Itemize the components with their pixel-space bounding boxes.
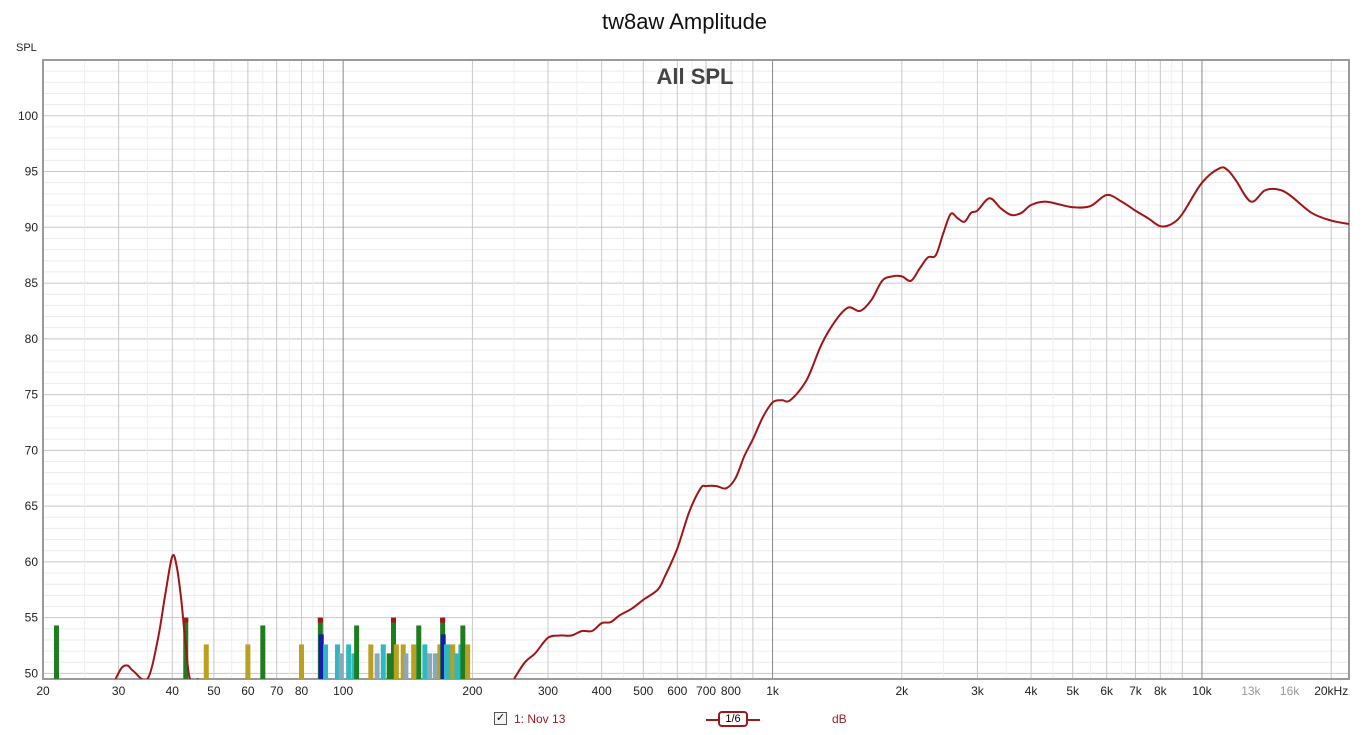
data-bar: [400, 644, 406, 679]
x-tick-label: 4k: [1025, 684, 1039, 698]
x-tick-label: 50: [207, 684, 221, 698]
data-bar: [450, 644, 456, 679]
data-bar: [53, 625, 59, 679]
data-bar: [454, 653, 460, 679]
series-line: [513, 166, 1349, 679]
y-tick-label: 80: [25, 332, 39, 346]
chart-subtitle: All SPL: [656, 64, 733, 89]
data-bar: [447, 644, 453, 679]
y-tick-label: 90: [25, 220, 39, 234]
x-tick-label: 16k: [1280, 684, 1300, 698]
y-tick-label: 55: [25, 611, 39, 625]
x-tick-label: 100: [333, 684, 353, 698]
y-tick-label: 75: [25, 388, 39, 402]
x-tick-label: 40: [166, 684, 180, 698]
data-bar-cap: [440, 617, 446, 623]
data-bar: [443, 644, 449, 679]
y-tick-label: 60: [25, 555, 39, 569]
data-bar: [334, 644, 340, 679]
data-bar-cap: [183, 617, 189, 623]
x-tick-label: 300: [538, 684, 558, 698]
y-tick-label: 50: [25, 666, 39, 680]
y-tick-label: 100: [18, 109, 38, 123]
x-tick-label: 1k: [766, 684, 780, 698]
legend-series-label[interactable]: 1: Nov 13: [514, 712, 566, 726]
x-tick-label: 6k: [1100, 684, 1114, 698]
y-tick-label: 65: [25, 499, 39, 513]
x-tick-label: 30: [112, 684, 126, 698]
y-tick-label: 70: [25, 443, 39, 457]
data-bar: [260, 625, 266, 679]
x-tick-label: 400: [592, 684, 612, 698]
x-tick-label: 800: [721, 684, 741, 698]
data-bar: [374, 653, 380, 679]
x-tick-label: 700: [696, 684, 716, 698]
y-tick-label: 85: [25, 276, 39, 290]
x-tick-label: 80: [295, 684, 309, 698]
data-bar: [386, 653, 392, 679]
data-bar: [460, 625, 466, 679]
smoothing-value[interactable]: 1/6: [718, 711, 748, 727]
data-bar-cap: [317, 617, 323, 623]
plot-frame: [42, 59, 1350, 680]
x-tick-label: 10k: [1192, 684, 1212, 698]
data-bar: [245, 644, 251, 679]
x-tick-label: 60: [241, 684, 255, 698]
data-bar: [411, 644, 417, 679]
x-tick-label: 70: [270, 684, 284, 698]
data-bar: [380, 644, 386, 679]
series-line: [114, 554, 199, 679]
data-bar: [368, 644, 374, 679]
x-tick-label: 500: [633, 684, 653, 698]
unit-label: dB: [832, 712, 847, 726]
data-bar: [323, 644, 329, 679]
x-tick-label: 13k: [1241, 684, 1261, 698]
data-bar: [432, 653, 438, 679]
data-bar-cap: [391, 617, 397, 623]
data-bar: [403, 653, 409, 679]
x-tick-label: 20: [36, 684, 50, 698]
data-bar: [437, 644, 443, 679]
series-visibility-checkbox[interactable]: ✓: [494, 712, 507, 725]
x-tick-label: 20kHz: [1314, 684, 1348, 698]
y-tick-label: 95: [25, 165, 39, 179]
x-tick-label: 5k: [1066, 684, 1080, 698]
x-tick-label: 2k: [895, 684, 909, 698]
data-bar: [422, 644, 428, 679]
data-bar: [391, 617, 397, 679]
data-bar: [203, 644, 209, 679]
x-tick-label: 8k: [1154, 684, 1168, 698]
data-bar: [338, 653, 344, 679]
x-tick-label: 600: [667, 684, 687, 698]
data-bar: [318, 634, 324, 679]
x-tick-label: 200: [462, 684, 482, 698]
data-bar: [416, 625, 422, 679]
data-bar: [427, 653, 433, 679]
data-bar: [393, 644, 399, 679]
x-tick-label: 7k: [1129, 684, 1143, 698]
data-bar: [465, 644, 471, 679]
data-bar: [299, 644, 305, 679]
data-bar: [440, 634, 446, 679]
chart-title: tw8aw Amplitude: [601, 9, 768, 34]
data-bar: [354, 625, 360, 679]
data-bar: [346, 644, 352, 679]
y-axis-label: SPL: [16, 42, 37, 54]
x-tick-label: 3k: [971, 684, 985, 698]
data-bar: [351, 653, 357, 679]
